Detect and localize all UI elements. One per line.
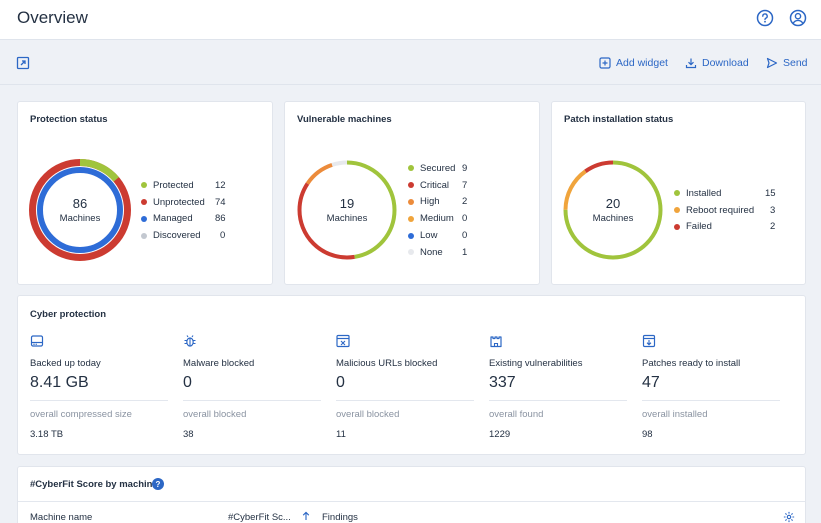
fullscreen-icon[interactable] xyxy=(16,56,30,70)
add-widget-label: Add widget xyxy=(616,57,668,69)
stat-value: 0 xyxy=(336,374,345,391)
vulnerable-machines-card: Vulnerable machines 19 Machines Secured 9… xyxy=(284,101,540,285)
browser-url-icon xyxy=(336,334,350,348)
stat-existing-vulnerabilities: Existing vulnerabilities 337 overall fou… xyxy=(489,334,627,446)
stat-sub-value: 3.18 TB xyxy=(30,429,64,440)
patch-installation-donut: 20 Machines xyxy=(561,158,665,262)
stat-value: 337 xyxy=(489,374,516,391)
stat-malware-blocked: Malware blocked 0 overall blocked 38 xyxy=(183,334,321,446)
legend-item[interactable]: Critical 7 xyxy=(408,177,518,194)
add-widget-button[interactable]: Add widget xyxy=(599,55,668,71)
cyber-protection-card: Cyber protection Backed up today 8.41 GB… xyxy=(17,295,806,455)
legend-item[interactable]: Secured 9 xyxy=(408,160,518,177)
user-circle-icon[interactable] xyxy=(789,9,807,27)
vulnerable-machines-legend: Secured 9 Critical 7 High 2 Medium 0 Low 0 No… xyxy=(408,160,518,261)
send-button[interactable]: Send xyxy=(766,55,808,71)
stat-label: Malware blocked xyxy=(183,358,255,369)
stat-backed-up-today: Backed up today 8.41 GB overall compress… xyxy=(30,334,168,446)
divider xyxy=(30,400,168,401)
toolbar: Add widget Download Send xyxy=(0,41,821,85)
divider xyxy=(336,400,474,401)
cyberfit-score-card: #CyberFit Score by machine ? Machine nam… xyxy=(17,466,806,523)
stat-label: Backed up today xyxy=(30,358,101,369)
legend-item[interactable]: Low 0 xyxy=(408,227,518,244)
legend-item[interactable]: Medium 0 xyxy=(408,210,518,227)
stat-sub-label: overall blocked xyxy=(183,409,247,420)
help-circle-icon[interactable] xyxy=(756,9,774,27)
help-icon[interactable]: ? xyxy=(152,478,164,490)
legend-item[interactable]: None 1 xyxy=(408,244,518,261)
divider xyxy=(642,400,780,401)
hard-drive-icon xyxy=(30,334,44,348)
donut-center-value: 19 xyxy=(339,195,355,211)
legend-item[interactable]: Unprotected 74 xyxy=(141,194,251,211)
card-title: Patch installation status xyxy=(564,114,674,125)
send-icon xyxy=(766,57,778,69)
divider xyxy=(183,400,321,401)
castle-icon xyxy=(489,334,503,348)
donut-center-label: Machines xyxy=(326,212,368,224)
patch-installation-card: Patch installation status 20 Machines In… xyxy=(551,101,806,285)
plus-square-icon xyxy=(599,57,611,69)
legend-item[interactable]: Installed 15 xyxy=(674,185,799,202)
stat-malicious-urls-blocked: Malicious URLs blocked 0 overall blocked… xyxy=(336,334,474,446)
stat-sub-value: 11 xyxy=(336,429,346,440)
protection-status-legend: Protected 12 Unprotected 74 Managed 86 Disc… xyxy=(141,177,251,244)
send-label: Send xyxy=(783,57,808,69)
legend-item[interactable]: Discovered 0 xyxy=(141,227,251,244)
stat-label: Malicious URLs blocked xyxy=(336,358,438,369)
legend-item[interactable]: High 2 xyxy=(408,194,518,211)
stat-sub-value: 98 xyxy=(642,429,653,440)
patch-download-icon xyxy=(642,334,656,348)
stat-label: Existing vulnerabilities xyxy=(489,358,583,369)
legend-item[interactable]: Reboot required 3 xyxy=(674,202,799,219)
top-bar: Overview xyxy=(0,0,821,40)
stat-sub-label: overall found xyxy=(489,409,544,420)
card-title: Protection status xyxy=(30,114,108,125)
legend-item[interactable]: Protected 12 xyxy=(141,177,251,194)
legend-item[interactable]: Managed 86 xyxy=(141,211,251,228)
donut-center-value: 86 xyxy=(72,195,88,211)
divider xyxy=(489,400,627,401)
donut-center-label: Machines xyxy=(59,212,101,224)
stat-label: Patches ready to install xyxy=(642,358,741,369)
protection-status-donut: 86 Machines xyxy=(28,158,132,262)
column-header-machine-name[interactable]: Machine name xyxy=(30,512,93,523)
stat-value: 8.41 GB xyxy=(30,374,89,391)
page-title: Overview xyxy=(17,8,88,27)
download-label: Download xyxy=(702,57,749,69)
stat-value: 47 xyxy=(642,374,660,391)
column-header-cyberfit-score[interactable]: #CyberFit Sc... xyxy=(228,512,291,523)
stat-sub-label: overall blocked xyxy=(336,409,400,420)
gear-icon[interactable] xyxy=(783,511,795,523)
protection-status-card: Protection status 86 Machines Protected 1… xyxy=(17,101,273,285)
download-icon xyxy=(685,58,697,69)
card-title: #CyberFit Score by machine xyxy=(30,479,158,490)
legend-item[interactable]: Failed 2 xyxy=(674,219,799,236)
card-title: Vulnerable machines xyxy=(297,114,392,125)
sort-arrow-up-icon[interactable] xyxy=(302,511,310,523)
column-header-findings[interactable]: Findings xyxy=(322,512,358,523)
download-button[interactable]: Download xyxy=(685,55,749,71)
stat-patches-ready: Patches ready to install 47 overall inst… xyxy=(642,334,780,446)
stat-sub-label: overall compressed size xyxy=(30,409,132,420)
patch-installation-legend: Installed 15 Reboot required 3 Failed 2 xyxy=(674,185,799,235)
stat-sub-value: 38 xyxy=(183,429,194,440)
stat-sub-label: overall installed xyxy=(642,409,708,420)
stat-sub-value: 1229 xyxy=(489,429,511,440)
vulnerable-machines-donut: 19 Machines xyxy=(295,158,399,262)
card-title: Cyber protection xyxy=(30,309,107,320)
donut-center-label: Machines xyxy=(592,212,634,224)
table-header-divider xyxy=(18,501,805,502)
bug-icon xyxy=(183,334,197,348)
stat-value: 0 xyxy=(183,374,192,391)
donut-center-value: 20 xyxy=(605,195,621,211)
